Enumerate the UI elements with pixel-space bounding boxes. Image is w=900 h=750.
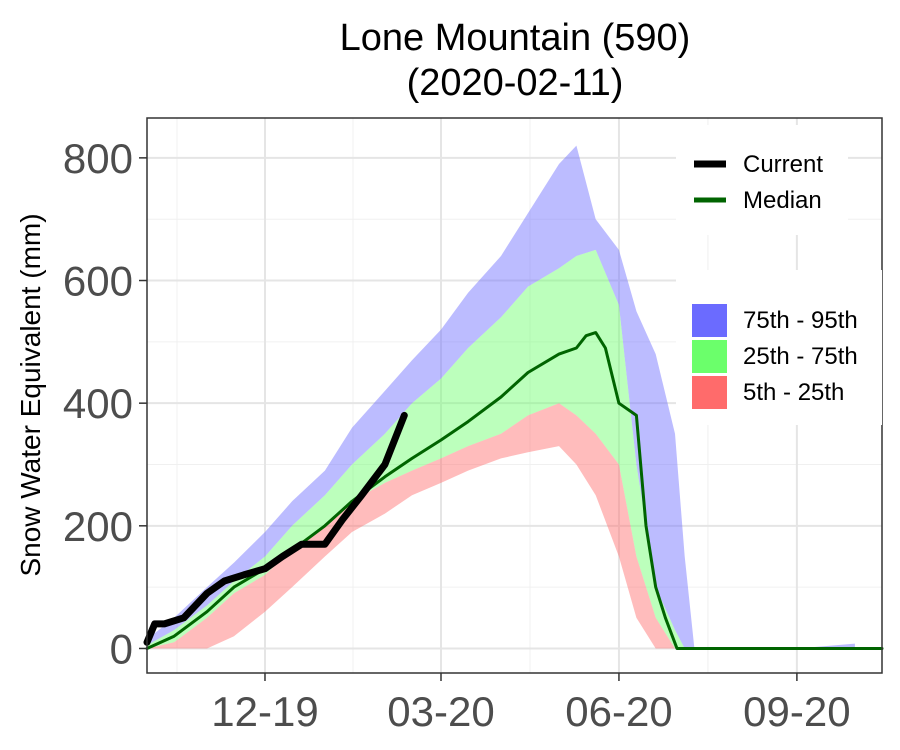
legend-bands: 75th - 95th 25th - 75th 5th - 25th — [692, 304, 858, 409]
percentile-bands — [147, 145, 855, 649]
y-tick-label: 800 — [63, 135, 133, 182]
legend-background-top — [676, 125, 848, 235]
y-axis-label: Snow Water Equivalent (mm) — [15, 213, 46, 576]
band-25th-75th — [147, 249, 855, 649]
y-tick-label: 0 — [110, 625, 133, 672]
chart-subtitle: (2020-02-11) — [407, 62, 624, 104]
x-tick-label: 06-20 — [565, 688, 672, 735]
legend-swatch — [692, 304, 727, 337]
y-ticks: 0 200 400 600 800 — [63, 135, 147, 672]
legend-label-median: Median — [743, 187, 822, 214]
x-tick-label: 03-20 — [387, 688, 494, 735]
y-tick-label: 600 — [63, 258, 133, 305]
band-75th-95th — [147, 145, 855, 649]
series-lines — [143, 331, 884, 650]
legend-lines: Current Median — [694, 151, 823, 214]
x-ticks: 12-19 03-20 06-20 09-20 — [211, 673, 851, 735]
x-tick-label: 12-19 — [211, 688, 318, 735]
legend-swatch — [692, 340, 727, 373]
legend: Current Median 75th - 95th 25th - 75th 5th … — [676, 125, 882, 425]
chart-title: Lone Mountain (590) — [340, 17, 691, 59]
legend-band-label: 75th - 95th — [743, 307, 858, 334]
series-line-current — [143, 411, 408, 646]
y-tick-label: 200 — [63, 503, 133, 550]
legend-band-label: 25th - 75th — [743, 343, 858, 370]
band-5th-25th — [147, 403, 855, 649]
y-tick-label: 400 — [63, 380, 133, 427]
legend-band-label: 5th - 25th — [743, 379, 844, 406]
x-tick-label: 09-20 — [743, 688, 850, 735]
legend-swatch — [692, 376, 727, 409]
legend-label-current: Current — [743, 151, 823, 178]
